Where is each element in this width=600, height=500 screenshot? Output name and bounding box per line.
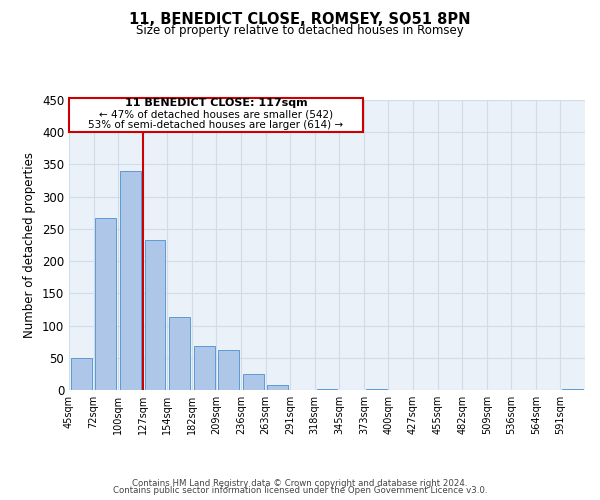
Bar [71,358,92,390]
Text: Contains HM Land Registry data © Crown copyright and database right 2024.: Contains HM Land Registry data © Crown c… [132,478,468,488]
Bar [218,350,239,390]
Text: 11, BENEDICT CLOSE, ROMSEY, SO51 8PN: 11, BENEDICT CLOSE, ROMSEY, SO51 8PN [129,12,471,28]
Bar [243,374,264,390]
Text: ← 47% of detached houses are smaller (542): ← 47% of detached houses are smaller (54… [99,110,333,120]
Bar [365,388,386,390]
Bar [194,346,215,390]
Bar [95,218,116,390]
Text: 11 BENEDICT CLOSE: 117sqm: 11 BENEDICT CLOSE: 117sqm [125,98,307,108]
Text: 53% of semi-detached houses are larger (614) →: 53% of semi-detached houses are larger (… [88,120,344,130]
Text: Contains public sector information licensed under the Open Government Licence v3: Contains public sector information licen… [113,486,487,495]
Bar [317,388,337,390]
Bar [268,386,289,390]
Bar [562,388,583,390]
Bar [169,317,190,390]
Bar [120,171,141,390]
Y-axis label: Number of detached properties: Number of detached properties [23,152,37,338]
Text: Size of property relative to detached houses in Romsey: Size of property relative to detached ho… [136,24,464,37]
Bar [145,240,166,390]
